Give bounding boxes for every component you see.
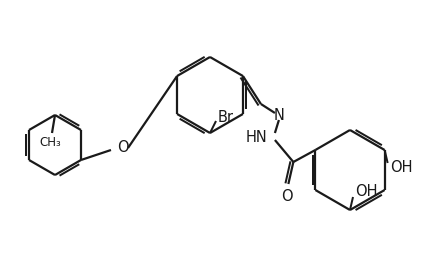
Text: OH: OH [355, 185, 378, 199]
Text: Br: Br [218, 110, 234, 124]
Text: O: O [282, 189, 293, 204]
Text: CH₃: CH₃ [39, 136, 61, 149]
Text: OH: OH [390, 161, 412, 176]
Text: HN: HN [245, 131, 267, 145]
Text: N: N [273, 109, 284, 123]
Text: O: O [117, 141, 129, 155]
